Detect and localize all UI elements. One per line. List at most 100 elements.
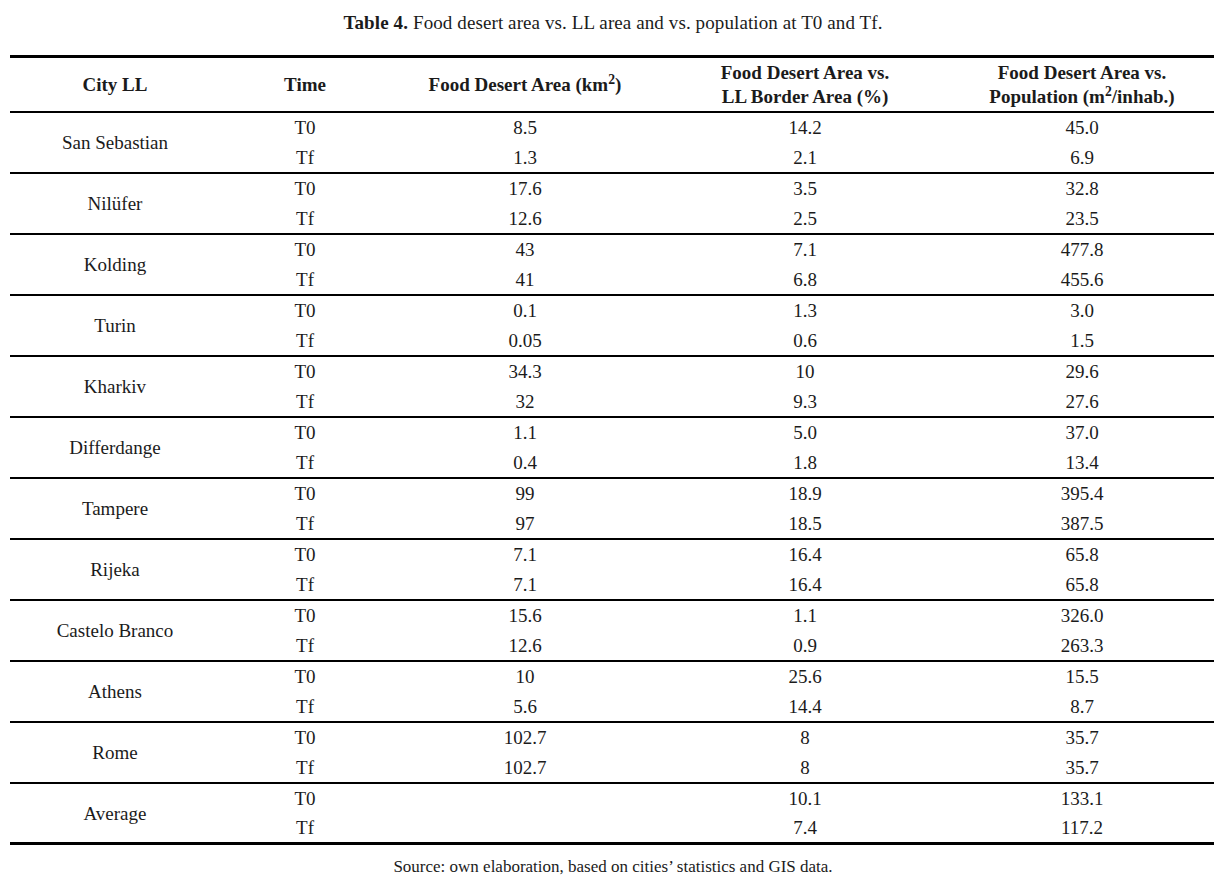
value-cell: 7.4 <box>660 818 950 837</box>
column-header-food-desert-area: Food Desert Area (km2) <box>390 73 660 96</box>
value-cell: 7.1 <box>390 575 660 594</box>
time-cell: Tf <box>220 453 390 472</box>
time-cell: Tf <box>220 636 390 655</box>
city-name-cell: Average <box>10 804 220 823</box>
time-cell: Tf <box>220 697 390 716</box>
time-cell: Tf <box>220 209 390 228</box>
city-row-group: KoldingT0437.1477.8Tf416.8455.6 <box>10 235 1214 296</box>
time-cell: T0 <box>220 667 390 686</box>
value-cell: 9.3 <box>660 392 950 411</box>
value-cell: 0.9 <box>660 636 950 655</box>
city-row-group: TampereT09918.9395.4Tf9718.5387.5 <box>10 479 1214 540</box>
value-cell: 43 <box>390 240 660 259</box>
city-name-cell: Kharkiv <box>10 377 220 396</box>
time-cell: Tf <box>220 331 390 350</box>
city-row-group: San SebastianT08.514.245.0Tf1.32.16.9 <box>10 113 1214 174</box>
value-cell: 0.05 <box>390 331 660 350</box>
value-cell: 16.4 <box>660 545 950 564</box>
value-cell: 29.6 <box>950 362 1214 381</box>
city-name-cell: Rijeka <box>10 560 220 579</box>
value-cell: 1.3 <box>390 148 660 167</box>
city-row-group: RomeT0102.7835.7Tf102.7835.7 <box>10 723 1214 784</box>
data-table: City LL Time Food Desert Area (km2) Food… <box>10 55 1214 845</box>
city-name-cell: Turin <box>10 316 220 335</box>
city-row-group: NilüferT017.63.532.8Tf12.62.523.5 <box>10 174 1214 235</box>
value-cell: 15.6 <box>390 606 660 625</box>
value-cell: 2.1 <box>660 148 950 167</box>
value-cell: 455.6 <box>950 270 1214 289</box>
time-cell: Tf <box>220 758 390 777</box>
value-cell: 1.1 <box>390 423 660 442</box>
value-cell: 263.3 <box>950 636 1214 655</box>
value-cell: 27.6 <box>950 392 1214 411</box>
table-body: San SebastianT08.514.245.0Tf1.32.16.9Nil… <box>10 113 1214 845</box>
time-cell: Tf <box>220 818 390 837</box>
value-cell: 14.4 <box>660 697 950 716</box>
column-header-city-ll: City LL <box>10 73 220 96</box>
value-cell: 32 <box>390 392 660 411</box>
header-text-part: Food Desert Area (km <box>429 74 609 95</box>
time-cell: T0 <box>220 362 390 381</box>
value-cell: 1.8 <box>660 453 950 472</box>
value-cell: 35.7 <box>950 728 1214 747</box>
value-cell: 13.4 <box>950 453 1214 472</box>
value-cell: 10 <box>390 667 660 686</box>
time-cell: T0 <box>220 789 390 808</box>
header-line: Food Desert Area vs. <box>950 61 1214 84</box>
value-cell: 10 <box>660 362 950 381</box>
city-row-group: TurinT00.11.33.0 Tf0.050.61.5 <box>10 296 1214 357</box>
value-cell: 32.8 <box>950 179 1214 198</box>
value-cell: 6.8 <box>660 270 950 289</box>
table-caption: Table 4.Food desert area vs. LL area and… <box>0 12 1226 34</box>
table-caption-text: Food desert area vs. LL area and vs. pop… <box>413 12 883 33</box>
value-cell: 8 <box>660 728 950 747</box>
value-cell: 1.1 <box>660 606 950 625</box>
time-cell: T0 <box>220 118 390 137</box>
time-cell: T0 <box>220 240 390 259</box>
value-cell: 326.0 <box>950 606 1214 625</box>
value-cell: 18.9 <box>660 484 950 503</box>
value-cell: 25.6 <box>660 667 950 686</box>
value-cell: 8 <box>660 758 950 777</box>
value-cell: 97 <box>390 514 660 533</box>
time-cell: T0 <box>220 606 390 625</box>
time-cell: Tf <box>220 514 390 533</box>
value-cell: 0.4 <box>390 453 660 472</box>
header-text-part: ) <box>615 74 621 95</box>
value-cell: 35.7 <box>950 758 1214 777</box>
time-cell: T0 <box>220 423 390 442</box>
value-cell: 2.5 <box>660 209 950 228</box>
time-cell: Tf <box>220 392 390 411</box>
value-cell: 1.3 <box>660 301 950 320</box>
value-cell: 8.7 <box>950 697 1214 716</box>
header-line: Food Desert Area vs. <box>660 61 950 84</box>
value-cell: 99 <box>390 484 660 503</box>
value-cell: 0.1 <box>390 301 660 320</box>
column-header-vs-ll-border-area: Food Desert Area vs. LL Border Area (%) <box>660 61 950 107</box>
value-cell: 117.2 <box>950 818 1214 837</box>
time-cell: T0 <box>220 301 390 320</box>
value-cell: 12.6 <box>390 209 660 228</box>
value-cell: 102.7 <box>390 728 660 747</box>
time-cell: Tf <box>220 148 390 167</box>
value-cell: 5.0 <box>660 423 950 442</box>
value-cell: 3.0 <box>950 301 1214 320</box>
value-cell: 0.6 <box>660 331 950 350</box>
value-cell: 7.1 <box>660 240 950 259</box>
value-cell: 102.7 <box>390 758 660 777</box>
time-cell: T0 <box>220 545 390 564</box>
value-cell: 3.5 <box>660 179 950 198</box>
city-row-group: AthensT01025.615.5Tf5.614.48.7 <box>10 662 1214 723</box>
city-name-cell: Tampere <box>10 499 220 518</box>
value-cell: 1.5 <box>950 331 1214 350</box>
value-cell: 7.1 <box>390 545 660 564</box>
value-cell: 5.6 <box>390 697 660 716</box>
value-cell: 133.1 <box>950 789 1214 808</box>
value-cell: 34.3 <box>390 362 660 381</box>
value-cell: 23.5 <box>950 209 1214 228</box>
value-cell: 14.2 <box>660 118 950 137</box>
column-header-time: Time <box>220 73 390 96</box>
value-cell: 387.5 <box>950 514 1214 533</box>
table-header-row: City LL Time Food Desert Area (km2) Food… <box>10 55 1214 113</box>
value-cell: 8.5 <box>390 118 660 137</box>
